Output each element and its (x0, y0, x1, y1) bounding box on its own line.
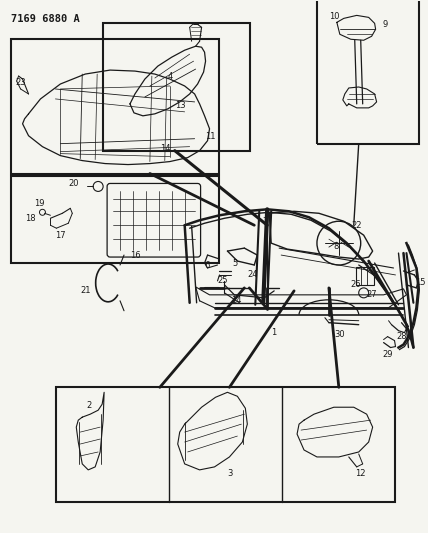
Text: 21: 21 (80, 286, 91, 295)
Bar (56, 387, 395, 502)
Text: 18: 18 (26, 214, 36, 223)
Bar (356, 267, 374, 285)
Text: 5: 5 (232, 259, 238, 268)
Text: 16: 16 (130, 251, 141, 260)
Text: 24: 24 (247, 270, 258, 279)
Text: 28: 28 (396, 332, 407, 341)
Bar (317, 0, 419, 144)
Text: 12: 12 (355, 470, 365, 478)
Text: 7169 6880 A: 7169 6880 A (11, 14, 79, 25)
Text: 3: 3 (227, 470, 233, 478)
Bar (11, 175, 220, 263)
Text: 22: 22 (352, 221, 362, 230)
Text: 2: 2 (86, 401, 92, 410)
Text: 25: 25 (217, 277, 228, 285)
Text: 15: 15 (416, 278, 426, 287)
Text: 7: 7 (262, 217, 268, 226)
Bar (103, 23, 250, 151)
Text: 29: 29 (383, 350, 393, 359)
Text: 23: 23 (15, 77, 26, 86)
Text: 26: 26 (351, 280, 361, 289)
Text: 14: 14 (232, 296, 242, 305)
Text: 13: 13 (175, 101, 185, 110)
Text: 6: 6 (205, 261, 210, 270)
Bar (11, 39, 220, 174)
Text: 19: 19 (35, 199, 45, 208)
Text: 1: 1 (271, 328, 276, 337)
Text: 17: 17 (55, 231, 66, 240)
Text: 9: 9 (383, 20, 388, 29)
Text: 4: 4 (168, 71, 173, 80)
Text: 11: 11 (205, 132, 216, 141)
Text: 30: 30 (334, 330, 345, 339)
Text: 27: 27 (367, 290, 377, 300)
Text: 8: 8 (334, 241, 339, 251)
Text: 10: 10 (329, 12, 339, 21)
Text: 14: 14 (160, 144, 170, 153)
Text: 20: 20 (68, 179, 79, 188)
